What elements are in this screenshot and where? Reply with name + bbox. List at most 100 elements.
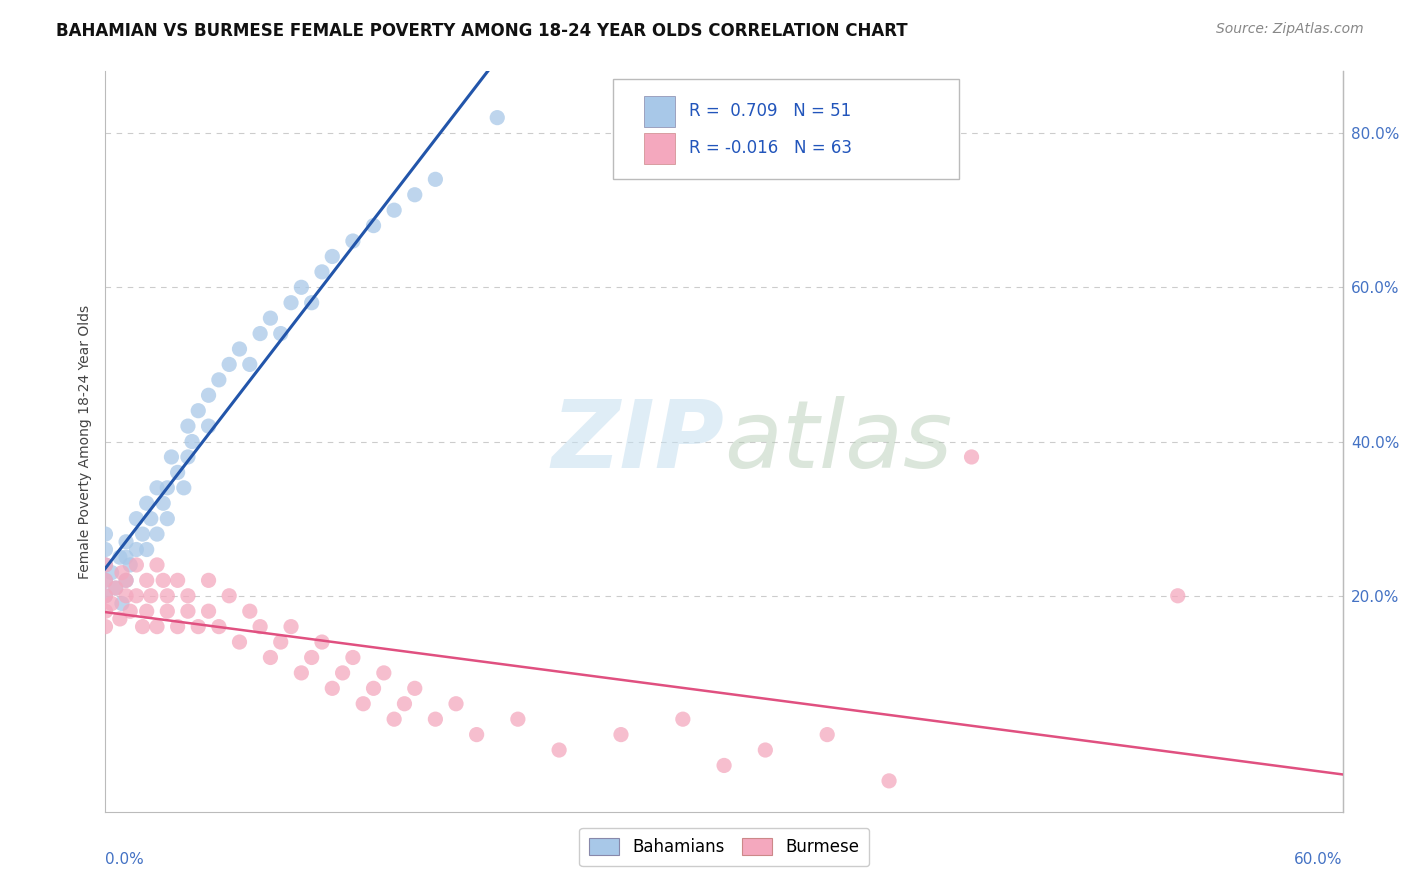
Point [94,589,117,603]
Point [177,604,200,618]
Point [104,581,127,595]
Point [146,558,169,572]
Point [301,650,323,665]
Point [486,111,509,125]
Point [111,597,134,611]
FancyBboxPatch shape [644,133,675,164]
Point [131,619,153,633]
Point [156,481,179,495]
Point [100,566,122,580]
Point [125,589,148,603]
Point [187,403,209,417]
Point [94,558,117,572]
Point [139,589,162,603]
Point [166,619,188,633]
Point [187,619,209,633]
Point [270,635,292,649]
Point [135,542,157,557]
Text: ZIP: ZIP [551,395,724,488]
Text: 60.0%: 60.0% [1295,852,1343,867]
Y-axis label: Female Poverty Among 18-24 Year Olds: Female Poverty Among 18-24 Year Olds [77,304,91,579]
Point [280,619,302,633]
Point [197,604,219,618]
Point [156,589,179,603]
Point [301,295,323,310]
Point [135,574,157,588]
Point [352,697,374,711]
Point [815,728,838,742]
Text: Source: ZipAtlas.com: Source: ZipAtlas.com [1216,22,1364,37]
Point [181,434,204,449]
Point [131,527,153,541]
Point [249,326,271,341]
Point [197,419,219,434]
Point [321,681,343,696]
Point [156,604,179,618]
Point [94,574,117,588]
Point [156,511,179,525]
Point [373,665,395,680]
Point [139,511,162,525]
Point [228,342,250,356]
Point [425,712,447,726]
Point [160,450,183,464]
Point [960,450,983,464]
Point [94,527,117,541]
Point [218,589,240,603]
Point [125,511,148,525]
Point [111,566,134,580]
Point [197,388,219,402]
Point [146,481,169,495]
Text: R = -0.016   N = 63: R = -0.016 N = 63 [689,139,852,157]
Point [177,589,200,603]
Point [877,773,900,788]
Point [382,712,405,726]
Point [249,619,271,633]
Point [94,589,117,603]
Point [94,574,117,588]
Point [506,712,529,726]
Point [125,558,148,572]
Point [152,496,174,510]
Point [177,450,200,464]
FancyBboxPatch shape [613,78,959,178]
Point [115,574,138,588]
Point [311,265,333,279]
Point [610,728,633,742]
Point [444,697,467,711]
Point [290,280,312,294]
Point [146,619,169,633]
Point [115,574,138,588]
Point [115,534,138,549]
Point [259,311,281,326]
Point [394,697,416,711]
Point [94,619,117,633]
Point [548,743,571,757]
Point [713,758,735,772]
Point [342,234,364,248]
Point [197,574,219,588]
Point [120,604,142,618]
Point [382,203,405,218]
Point [425,172,447,186]
Legend: Bahamians, Burmese: Bahamians, Burmese [579,828,869,866]
Point [228,635,250,649]
Point [135,604,157,618]
Point [94,558,117,572]
Point [115,589,138,603]
Point [177,419,200,434]
Point [104,581,127,595]
Text: R =  0.709   N = 51: R = 0.709 N = 51 [689,103,852,120]
Point [208,373,231,387]
Point [108,612,131,626]
FancyBboxPatch shape [644,95,675,127]
Point [259,650,281,665]
Point [363,219,385,233]
Point [125,542,148,557]
Point [208,619,231,633]
Point [311,635,333,649]
Point [1167,589,1189,603]
Point [270,326,292,341]
Text: 0.0%: 0.0% [105,852,145,867]
Point [115,550,138,565]
